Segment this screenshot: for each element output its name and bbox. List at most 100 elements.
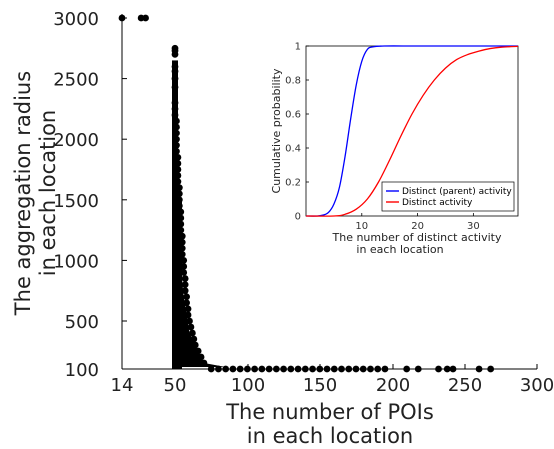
inset-legend-box [381,181,515,212]
y-axis-label-line1: The aggregation radius [11,71,35,316]
scatter-point [435,365,442,373]
scatter-point [177,220,185,228]
scatter-point [403,365,411,373]
scatter-point [171,67,179,75]
y-tick-label: 3000 [53,9,99,30]
x-tick-label: 50 [164,375,187,396]
scatter-point [316,365,324,373]
y-axis-label-line2: in each location [36,110,60,276]
scatter-point [188,329,196,337]
scatter-point [194,347,202,355]
scatter-point [414,365,422,373]
scatter-point [178,250,186,258]
inset-y-tick-label: 1 [295,42,301,53]
scatter-point [177,226,185,234]
scatter-point [174,172,182,179]
scatter-point [177,208,185,216]
scatter-point [178,238,186,246]
scatter-point [171,105,179,113]
scatter-point [207,365,215,373]
inset-legend-label: Distinct (parent) activity [402,187,512,197]
scatter-point [183,293,190,301]
scatter-point [178,232,186,240]
scatter-point [184,305,192,313]
scatter-point [272,365,280,373]
scatter-point [229,365,237,373]
scatter-point [173,129,180,137]
scatter-point [181,287,189,295]
scatter-point [197,353,205,361]
scatter-decay-band [175,224,226,367]
x-tick-label: 200 [376,375,410,396]
scatter-point [183,299,190,307]
y-tick-label: 2500 [53,70,99,91]
scatter-point [222,365,230,373]
scatter-point [215,365,222,373]
scatter-point [191,341,199,349]
scatter-point [449,365,457,373]
x-axis-label-line2: in each location [247,424,413,448]
scatter-point [142,14,149,22]
scatter-point [180,257,188,264]
inset-x-axis-label-line1: The number of distinct activity [332,231,502,244]
scatter-point [171,83,179,91]
scatter-point [367,365,374,373]
scatter-point [251,365,259,373]
scatter-point [323,365,331,373]
scatter-point [294,365,302,373]
scatter-point [174,178,182,186]
inset-y-tick-label: 0.4 [285,144,301,155]
scatter-point [181,281,189,289]
scatter-point [173,147,180,155]
inset-y-axis-label: Cumulative probability [270,68,283,193]
scatter-point [171,50,179,58]
inset-y-tick-label: 0.8 [285,76,301,87]
y-tick-label: 1500 [53,191,99,212]
scatter-point [174,166,182,173]
inset-x-tick-label: 30 [467,221,480,232]
inset-x-tick-label: 10 [355,221,368,232]
scatter-point [265,365,273,373]
scatter-point [309,365,316,373]
scatter-point [178,244,186,252]
x-tick-label: 300 [520,375,554,396]
inset-x-axis-label-line2: in each location [356,243,443,256]
scatter-point [487,365,495,373]
scatter-point [186,317,193,325]
scatter-point [443,365,451,373]
scatter-point [173,135,180,143]
scatter-point [174,160,182,167]
scatter-point [184,311,192,319]
inset-series-line-parent-activity [305,45,518,217]
scatter-point [171,75,179,82]
scatter-point [175,184,183,192]
scatter-point [301,365,309,373]
scatter-point [180,269,188,276]
scatter-point [381,365,389,373]
scatter-point [330,365,338,373]
x-tick-label: 100 [231,375,265,396]
scatter-point [118,14,126,22]
x-tick-label: 150 [303,375,337,396]
scatter-point [345,365,353,373]
scatter-point [171,63,179,70]
inset-legend-label: Distinct activity [402,198,473,208]
scatter-point [171,111,179,119]
scatter-point [180,263,188,270]
scatter-point [258,365,266,373]
scatter-point [287,365,295,373]
y-tick-label: 100 [65,360,99,381]
scatter-point [280,365,287,373]
scatter-point [244,365,251,373]
y-tick-label: 1000 [53,251,99,272]
x-axis-label-line1: The number of POIs [225,400,434,424]
scatter-point [173,141,180,149]
inset-x-tick-label: 20 [411,221,424,232]
x-tick-label: 250 [448,375,482,396]
scatter-point [177,214,185,222]
scatter-point [190,335,198,343]
inset-series-line-activity [305,45,519,217]
scatter-point [200,359,208,367]
